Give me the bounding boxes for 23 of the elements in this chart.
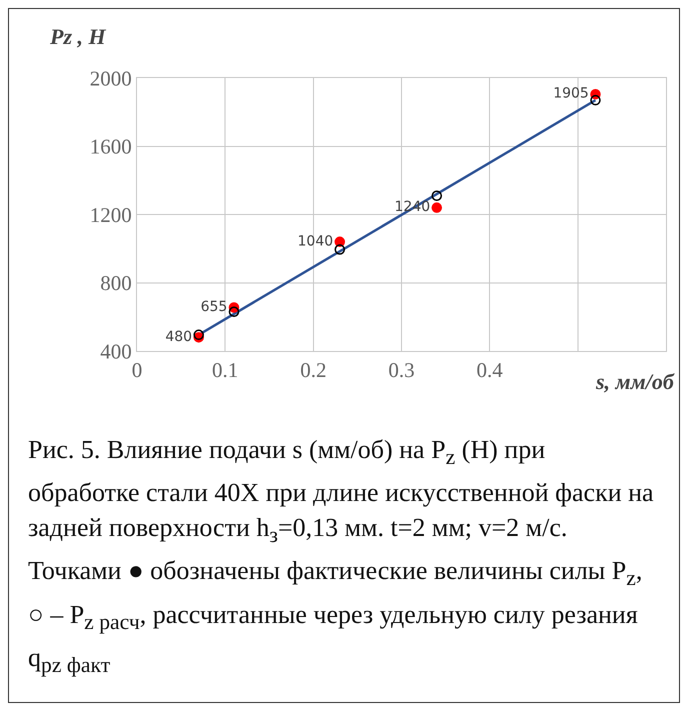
y-tick-label: 1600 — [90, 134, 132, 159]
data-label: 655 — [200, 298, 228, 315]
data-label: 1905 — [553, 86, 589, 102]
x-tick-label: 0 — [132, 358, 142, 382]
y-tick-label: 2000 — [90, 66, 132, 90]
point — [590, 94, 601, 106]
point — [432, 202, 442, 213]
x-tick-label: 0.3 — [388, 358, 415, 382]
x-tick-label: 0.2 — [300, 358, 326, 382]
y-tick-label: 1200 — [90, 202, 132, 227]
y-tick-label: 800 — [100, 271, 132, 296]
data-label: 1040 — [298, 233, 334, 250]
text: Рис. 5. Влияние подачи s (мм/об) на P$_{z}$ (Н) при обработке стали 40Х при длине искусственной фаски на задней поверхности h$_{з}$=0,13 мм. t=2 мм; v=2 м/с. Точками ● обозначены фактические величины силы P$_{z}$, ○ – P$_{z расч}$, рассчитанные через удельную силу резания q$_{pz факт}$ — [28, 435, 654, 677]
point — [193, 330, 204, 340]
point — [334, 244, 346, 255]
x-tick-label: 0.4 — [476, 358, 504, 382]
x-tick-label: 0.1 — [212, 358, 238, 382]
point — [432, 190, 442, 201]
data-label: 480 — [165, 328, 192, 345]
point — [228, 306, 240, 318]
y-tick-label: 400 — [100, 339, 132, 364]
y-axis-title: Pz , Н — [49, 24, 106, 49]
x-axis-title: s, мм/об — [595, 369, 675, 394]
